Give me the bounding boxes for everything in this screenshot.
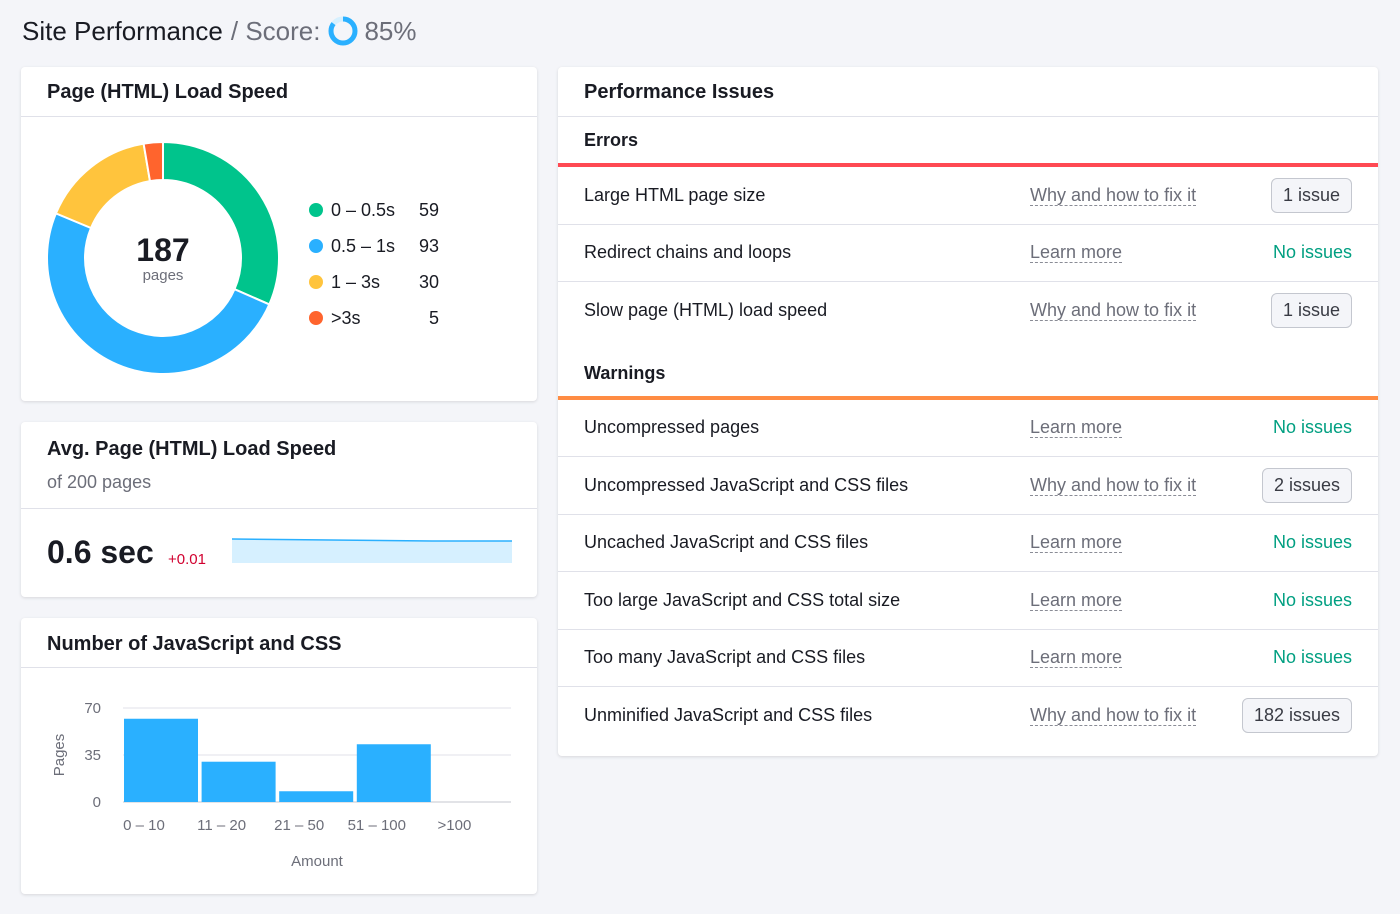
legend-item[interactable]: 1 – 3s 30 [309,264,439,300]
warnings-divider [558,395,1378,400]
total-pages: 187 [136,231,190,268]
load-speed-donut[interactable] [47,142,279,374]
donut-slice-1[interactable] [47,212,271,374]
legend-item[interactable]: >3s 5 [309,300,439,336]
issue-count-button[interactable]: 182 issues [1241,698,1352,734]
avg-speed-delta: +0.01 [168,551,206,568]
legend-label: 1 – 3s [331,271,381,292]
issue-status: No issues [1272,532,1352,553]
legend-dot [309,239,323,253]
x-tick-label: 51 – 100 [348,817,406,834]
issue-name: Large HTML page size [584,184,766,205]
js-css-title[interactable]: Number of JavaScript and CSS [21,618,537,668]
issue-help-link[interactable]: Learn more [1030,532,1123,554]
issue-row: Uncompressed JavaScript and CSS files Wh… [558,457,1378,515]
issue-name: Uncompressed pages [584,417,760,438]
avg-speed-title[interactable]: Avg. Page (HTML) Load Speed [47,438,337,460]
donut-center: 187 pages [47,142,279,374]
score-ring-icon [328,16,358,46]
legend-label: >3s [331,307,361,328]
js-css-card: Number of JavaScript and CSS 0 35 70 Pages 0… [21,618,537,894]
issue-status: No issues [1272,647,1352,668]
issue-row: Too many JavaScript and CSS files Learn … [558,630,1378,687]
divider [21,508,537,509]
page-title: Site Performance / Score: 85% [22,14,417,48]
issue-name: Uncompressed JavaScript and CSS files [584,474,909,495]
x-tick-label: 21 – 50 [274,817,324,834]
issue-status: No issues [1272,242,1352,263]
y-tick-label: 70 [84,700,101,717]
score-value: 85% [364,16,417,46]
issue-help-link[interactable]: Learn more [1030,589,1123,611]
x-axis-label: Amount [291,853,344,870]
issue-name: Too large JavaScript and CSS total size [584,589,901,610]
legend-label: 0.5 – 1s [331,235,396,256]
avg-speed-sparkline[interactable] [232,535,512,563]
performance-issues-title: Performance Issues [558,67,1378,117]
legend-value: 30 [418,271,439,292]
warnings-list: Uncompressed pages Learn more No issues U… [558,400,1378,745]
issue-count-button[interactable]: 2 issues [1261,467,1352,503]
issue-help-link[interactable]: Why and how to fix it [1030,705,1197,727]
legend-value: 59 [418,199,439,220]
issue-count-button[interactable]: 1 issue [1270,177,1352,213]
legend-dot [309,311,323,325]
bar-3[interactable] [356,744,431,802]
issue-status: No issues [1272,417,1352,438]
issue-name: Slow page (HTML) load speed [584,300,828,321]
warnings-heading: Warnings [584,362,666,383]
load-speed-card: Page (HTML) Load Speed 187 pages 0 – 0.5… [21,67,537,401]
legend-item[interactable]: 0.5 – 1s 93 [309,228,439,264]
avg-speed-card: Avg. Page (HTML) Load Speed of 200 pages… [21,422,537,597]
score-label: / Score: [230,16,321,46]
total-pages-label: pages [142,266,184,284]
issue-help-link[interactable]: Why and how to fix it [1030,184,1197,206]
score-ring-fill [328,16,358,46]
legend-dot [309,203,323,217]
legend-value: 93 [418,235,439,256]
issue-row: Uncompressed pages Learn more No issues [558,400,1378,457]
legend-value: 5 [428,307,439,328]
issue-help-link[interactable]: Learn more [1030,647,1123,669]
issue-row: Too large JavaScript and CSS total size … [558,572,1378,630]
x-tick-label: 0 – 10 [123,817,165,834]
issue-row: Unminified JavaScript and CSS files Why … [558,687,1378,745]
issue-status: No issues [1272,589,1352,610]
issue-row: Large HTML page size Why and how to fix … [558,167,1378,225]
issue-help-link[interactable]: Why and how to fix it [1030,474,1197,496]
load-speed-title[interactable]: Page (HTML) Load Speed [21,67,537,117]
legend-dot [309,275,323,289]
x-tick-label: 11 – 20 [197,817,246,834]
donut-slice-3[interactable] [142,142,164,183]
js-css-bar-chart: 0 35 70 Pages 0 – 10 11 – 20 21 – 50 51 – 100 >1… [51,700,511,870]
issue-count-button[interactable]: 1 issue [1270,293,1352,329]
page-title-text: Site Performance [22,16,223,46]
legend-item[interactable]: 0 – 0.5s 59 [309,192,439,228]
issue-row: Redirect chains and loops Learn more No … [558,225,1378,282]
issue-name: Uncached JavaScript and CSS files [584,532,869,553]
issue-name: Too many JavaScript and CSS files [584,647,866,668]
avg-speed-value: 0.6 sec [47,534,154,570]
bar-1[interactable] [201,761,276,802]
issue-help-link[interactable]: Learn more [1030,242,1123,264]
legend-label: 0 – 0.5s [331,199,396,220]
issue-help-link[interactable]: Why and how to fix it [1030,300,1197,322]
issue-help-link[interactable]: Learn more [1030,417,1123,439]
y-tick-label: 0 [93,794,101,811]
errors-list: Large HTML page size Why and how to fix … [558,167,1378,340]
bar-0[interactable] [124,718,198,802]
issue-row: Uncached JavaScript and CSS files Learn … [558,515,1378,572]
errors-heading: Errors [584,130,639,150]
issue-name: Redirect chains and loops [584,242,792,263]
y-axis-label: Pages [51,734,68,777]
x-tick-label: >100 [438,817,472,834]
load-speed-legend: 0 – 0.5s 59 0.5 – 1s 93 1 – 3s 30 >3s 5 [309,192,439,336]
issue-name: Unminified JavaScript and CSS files [584,705,873,726]
errors-divider [558,163,1378,167]
issue-row: Slow page (HTML) load speed Why and how … [558,282,1378,340]
avg-speed-subtitle: of 200 pages [47,472,152,492]
performance-issues-card: Performance Issues Errors Large HTML pag… [558,67,1378,756]
y-tick-label: 35 [84,747,101,764]
bar-2[interactable] [279,791,354,802]
